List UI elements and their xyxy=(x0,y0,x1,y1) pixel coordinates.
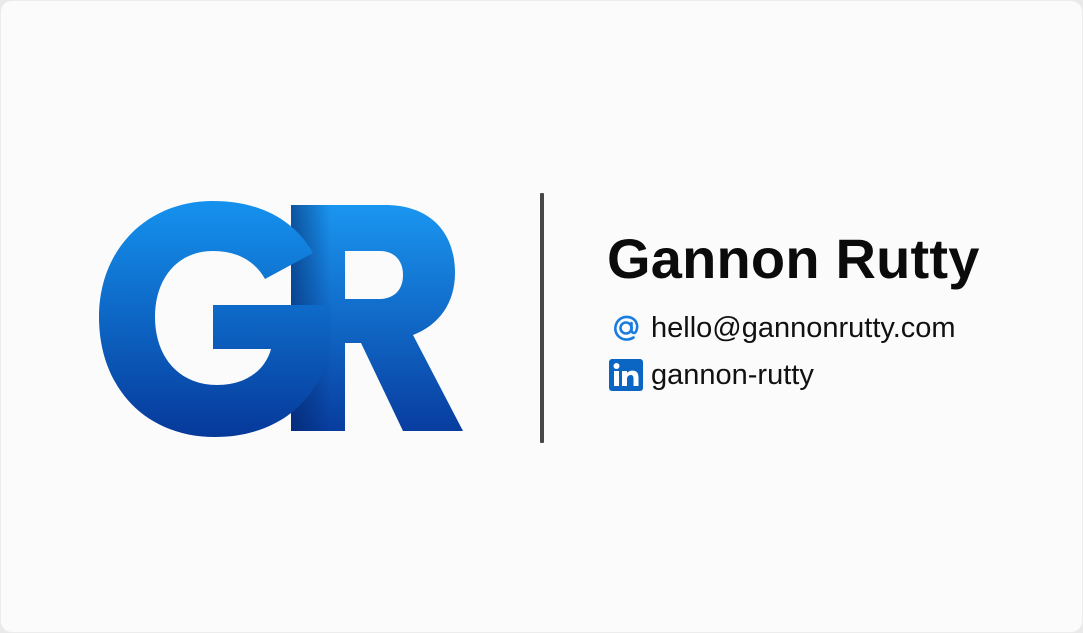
gr-logo-icon xyxy=(99,201,463,437)
vertical-divider xyxy=(540,193,544,443)
linkedin-handle-link[interactable]: gannon-rutty xyxy=(651,359,814,391)
gr-monogram-logo xyxy=(93,187,473,447)
email-row[interactable]: hello@gannonrutty.com xyxy=(609,309,956,347)
person-name: Gannon Rutty xyxy=(607,227,980,290)
linkedin-icon xyxy=(609,358,643,392)
linkedin-row[interactable]: gannon-rutty xyxy=(609,356,814,394)
letter-g-shape xyxy=(99,201,331,437)
letter-r-shape xyxy=(291,205,463,431)
email-link[interactable]: hello@gannonrutty.com xyxy=(651,312,956,344)
at-sign-icon xyxy=(609,311,643,345)
